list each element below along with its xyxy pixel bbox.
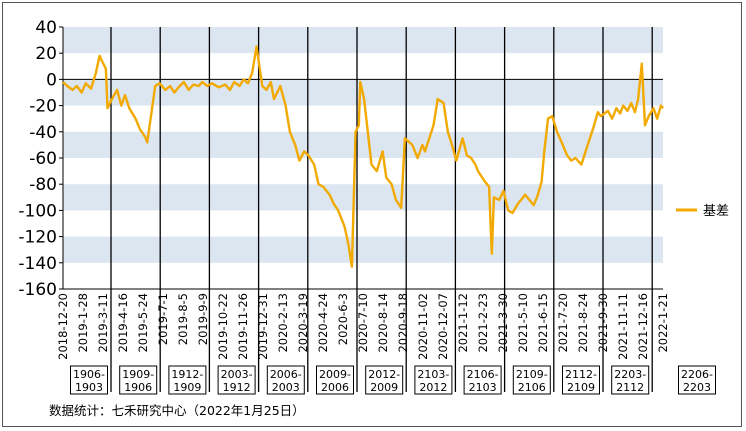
x-tick-label: 2020-11-02 xyxy=(416,293,430,360)
x-tick-label: 2020-7-10 xyxy=(356,293,370,353)
source-note: 数据统计：七禾研究中心（2022年1月25日） xyxy=(49,403,305,418)
spread-box-line2: 2009 xyxy=(370,381,398,394)
spread-box: 2112-2109 xyxy=(562,365,600,395)
spread-box: 2006-2003 xyxy=(266,365,305,395)
x-tick-label: 2021-1-12 xyxy=(456,293,470,353)
x-tick-label: 2020-3-19 xyxy=(296,293,310,353)
spread-box-line2: 2112 xyxy=(616,381,644,394)
y-tick-label: -40 xyxy=(29,123,57,143)
x-tick-label: 2022-1-21 xyxy=(656,293,670,353)
x-tick-label: 2020-6-3 xyxy=(336,293,350,345)
x-tick-label: 2019-5-24 xyxy=(136,293,150,353)
y-tick-label: 20 xyxy=(35,44,57,64)
spread-box-line2: 2103 xyxy=(469,381,497,394)
basis-series-line xyxy=(62,45,664,268)
legend-label-basis: 基差 xyxy=(703,204,729,219)
spread-box: 2109-2106 xyxy=(512,365,551,395)
x-tick-label: 2019-11-26 xyxy=(236,293,250,360)
x-tick-label: 2019-10-22 xyxy=(216,293,230,360)
x-tick-label: 2019-8-5 xyxy=(176,293,190,345)
spread-box: 2106-2103 xyxy=(463,365,502,395)
y-tick-label: -120 xyxy=(18,228,57,248)
spread-box-line1: 2203- xyxy=(614,368,646,381)
x-tick-label: 2018-12-20 xyxy=(56,293,70,360)
spread-box-line1: 1906- xyxy=(73,368,105,381)
spread-box-line2: 2012 xyxy=(419,381,447,394)
x-tick-label: 2019-12-31 xyxy=(256,293,270,360)
spread-contract-boxes: 1906-1903 1909-1906 1912-1909 2003-1912 2006… xyxy=(70,365,716,395)
spread-box: 2203-2112 xyxy=(611,365,650,395)
spread-box-line2: 1903 xyxy=(75,381,103,394)
grid-band xyxy=(63,131,663,158)
x-tick-label: 2019-3-11 xyxy=(96,293,110,353)
spread-box: 2206-2203 xyxy=(678,365,716,395)
spread-box-line2: 1909 xyxy=(173,381,201,394)
chart-frame xyxy=(2,2,742,427)
y-tick-label: -140 xyxy=(18,254,57,274)
x-tick-label: 2020-2-13 xyxy=(276,293,290,353)
y-tick-label: 40 xyxy=(35,18,57,38)
x-tick-label: 2020-8-14 xyxy=(376,293,390,353)
y-tick-label: -60 xyxy=(29,149,57,169)
x-tick-label: 2021-3-30 xyxy=(496,293,510,353)
y-tick-label: 0 xyxy=(46,70,57,90)
grid-band xyxy=(63,184,663,211)
spread-box: 2103-2012 xyxy=(414,365,453,395)
spread-box: 1906-1903 xyxy=(70,365,108,395)
spread-box-line1: 1912- xyxy=(171,368,203,381)
x-tick-label: 2019-1-28 xyxy=(76,293,90,353)
x-axis: 2018-12-20 2019-1-28 2019-3-11 2019-4-16 201… xyxy=(56,293,670,360)
spread-box-line1: 2103- xyxy=(417,368,449,381)
spread-box-line2: 2109 xyxy=(567,381,595,394)
spread-box-line1: 2009- xyxy=(319,368,351,381)
spread-box-line2: 2106 xyxy=(518,381,546,394)
grid-bands xyxy=(63,27,663,263)
spread-box: 2012-2009 xyxy=(365,365,404,395)
y-tick-label: -20 xyxy=(29,97,57,117)
y-tick-label: -100 xyxy=(18,201,57,221)
x-tick-label: 2020-4-24 xyxy=(316,293,330,353)
x-tick-label: 2021-7-20 xyxy=(556,293,570,353)
x-tick-label: 2021-5-10 xyxy=(516,293,530,353)
spread-box-line2: 2006 xyxy=(321,381,349,394)
grid-band xyxy=(63,27,663,54)
spread-box-line1: 2109- xyxy=(516,368,548,381)
y-tick-label: -160 xyxy=(18,280,57,300)
spread-box-line2: 2203 xyxy=(683,381,711,394)
x-tick-label: 2019-4-16 xyxy=(116,293,130,353)
contract-roll-lines xyxy=(110,27,653,392)
spread-box-line2: 2003 xyxy=(272,381,300,394)
x-tick-label: 2021-6-15 xyxy=(536,293,550,353)
spread-box-line1: 2106- xyxy=(467,368,499,381)
spread-box-line1: 2206- xyxy=(681,368,713,381)
spread-box-line1: 2012- xyxy=(368,368,400,381)
spread-box: 1909-1906 xyxy=(119,365,158,395)
spread-box-line2: 1912 xyxy=(223,381,251,394)
x-tick-label: 2021-2-23 xyxy=(476,293,490,353)
spread-box: 2003-1912 xyxy=(217,365,256,395)
spread-box-line1: 1909- xyxy=(122,368,154,381)
legend: 基差 xyxy=(676,204,729,219)
grid-band xyxy=(63,236,663,263)
spread-box: 1912-1909 xyxy=(168,365,207,395)
x-tick-label: 2019-9-9 xyxy=(196,293,210,345)
spread-box-line1: 2003- xyxy=(221,368,253,381)
x-tick-label: 2021-8-24 xyxy=(576,293,590,353)
x-tick-label: 2021-9-30 xyxy=(596,293,610,353)
spread-box-line1: 2006- xyxy=(270,368,302,381)
x-tick-label: 2020-9-18 xyxy=(396,293,410,353)
y-axis: 40 20 0 -20 -40 -60 -80 -100 -120 -140 -160 xyxy=(18,18,663,300)
x-tick-label: 2021-12-16 xyxy=(636,293,650,360)
x-tick-label: 2019-7-1 xyxy=(156,293,170,345)
spread-box: 2009-2006 xyxy=(316,365,354,395)
spread-box-line1: 2112- xyxy=(565,368,597,381)
y-tick-label: -80 xyxy=(29,175,57,195)
spread-box-line2: 1906 xyxy=(124,381,152,394)
x-tick-label: 2021-11-11 xyxy=(616,293,630,360)
x-tick-label: 2020-12-07 xyxy=(436,293,450,360)
